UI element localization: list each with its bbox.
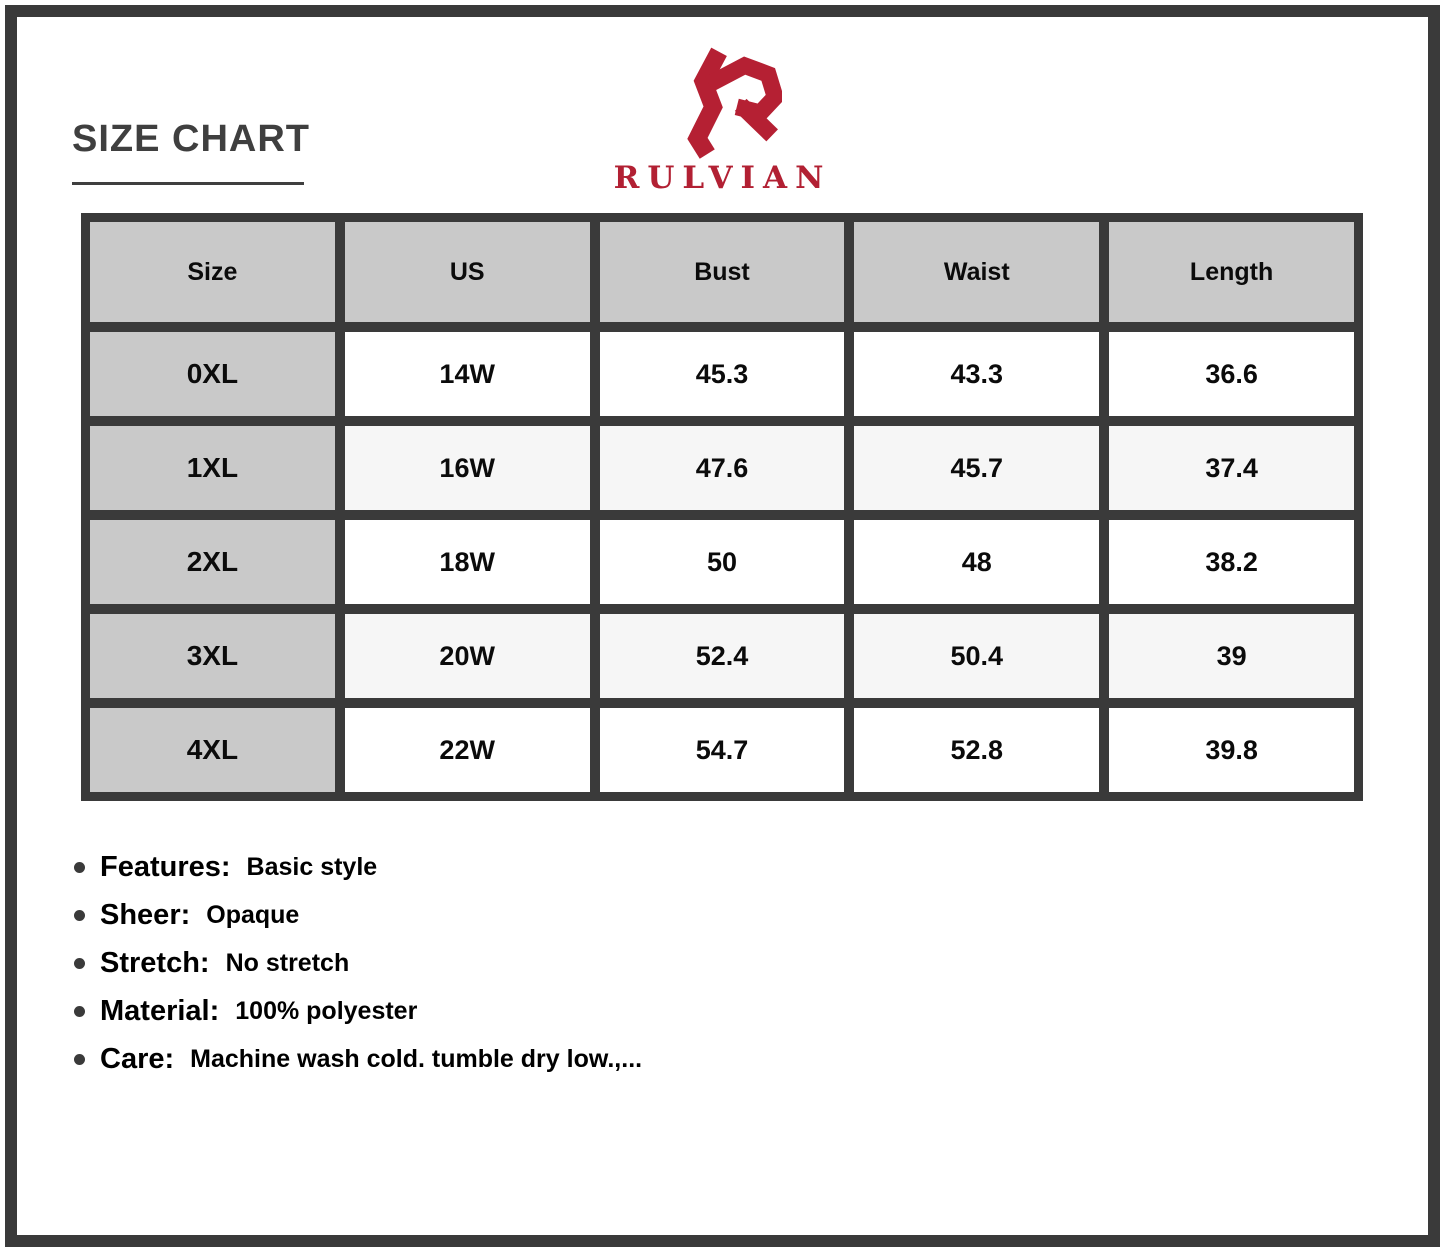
angular-r-monogram-icon: [686, 47, 782, 159]
value-cell: 50: [599, 520, 845, 604]
detail-value: No stretch: [225, 948, 350, 977]
value-cell: 37.4: [1109, 426, 1354, 510]
detail-label: Stretch:: [100, 946, 210, 979]
column-header-length: Length: [1109, 222, 1354, 322]
value-cell: 18W: [344, 520, 590, 604]
value-cell: 16W: [344, 426, 590, 510]
title-underline: [72, 182, 304, 185]
brand-logo: RULVIAN: [0, 42, 1445, 196]
value-cell: 52.4: [599, 614, 845, 698]
size-cell: 2XL: [90, 520, 335, 604]
size-cell: 0XL: [90, 332, 335, 416]
detail-value: Opaque: [206, 900, 300, 929]
value-cell: 52.8: [854, 708, 1100, 792]
detail-value: Machine wash cold. tumble dry low.,...: [190, 1044, 643, 1073]
bullet-icon: [74, 957, 85, 969]
value-cell: 45.3: [599, 332, 845, 416]
column-header-bust: Bust: [599, 222, 845, 322]
value-cell: 36.6: [1109, 332, 1354, 416]
detail-label: Care:: [100, 1042, 175, 1075]
detail-label: Material:: [100, 994, 220, 1027]
bullet-icon: [74, 1005, 85, 1017]
brand-name: RULVIAN: [613, 160, 832, 196]
bullet-icon: [74, 861, 85, 873]
size-cell: 3XL: [90, 614, 335, 698]
detail-label: Features:: [100, 850, 231, 883]
value-cell: 54.7: [599, 708, 845, 792]
column-header-waist: Waist: [854, 222, 1100, 322]
size-chart-table: Size US Bust Waist Length 0XL 14W 45.3 4…: [81, 213, 1363, 801]
list-item: Material: 100% polyester: [74, 987, 642, 1035]
value-cell: 22W: [344, 708, 590, 792]
value-cell: 20W: [344, 614, 590, 698]
value-cell: 43.3: [854, 332, 1100, 416]
detail-value: Basic style: [246, 852, 378, 881]
list-item: Features: Basic style: [74, 843, 642, 891]
value-cell: 38.2: [1109, 520, 1354, 604]
list-item: Stretch: No stretch: [74, 939, 642, 987]
list-item: Care: Machine wash cold. tumble dry low.…: [74, 1035, 642, 1083]
value-cell: 50.4: [854, 614, 1100, 698]
bullet-icon: [74, 909, 85, 921]
value-cell: 48: [854, 520, 1100, 604]
column-header-size: Size: [90, 222, 335, 322]
value-cell: 39.8: [1109, 708, 1354, 792]
detail-value: 100% polyester: [235, 996, 418, 1025]
list-item: Sheer: Opaque: [74, 891, 642, 939]
detail-label: Sheer:: [100, 898, 191, 931]
value-cell: 45.7: [854, 426, 1100, 510]
value-cell: 14W: [344, 332, 590, 416]
size-cell: 1XL: [90, 426, 335, 510]
bullet-icon: [74, 1053, 85, 1065]
value-cell: 47.6: [599, 426, 845, 510]
value-cell: 39: [1109, 614, 1354, 698]
column-header-us: US: [344, 222, 590, 322]
product-details-list: Features: Basic style Sheer: Opaque Stre…: [74, 843, 642, 1083]
size-cell: 4XL: [90, 708, 335, 792]
page-title: SIZE CHART: [72, 118, 310, 160]
